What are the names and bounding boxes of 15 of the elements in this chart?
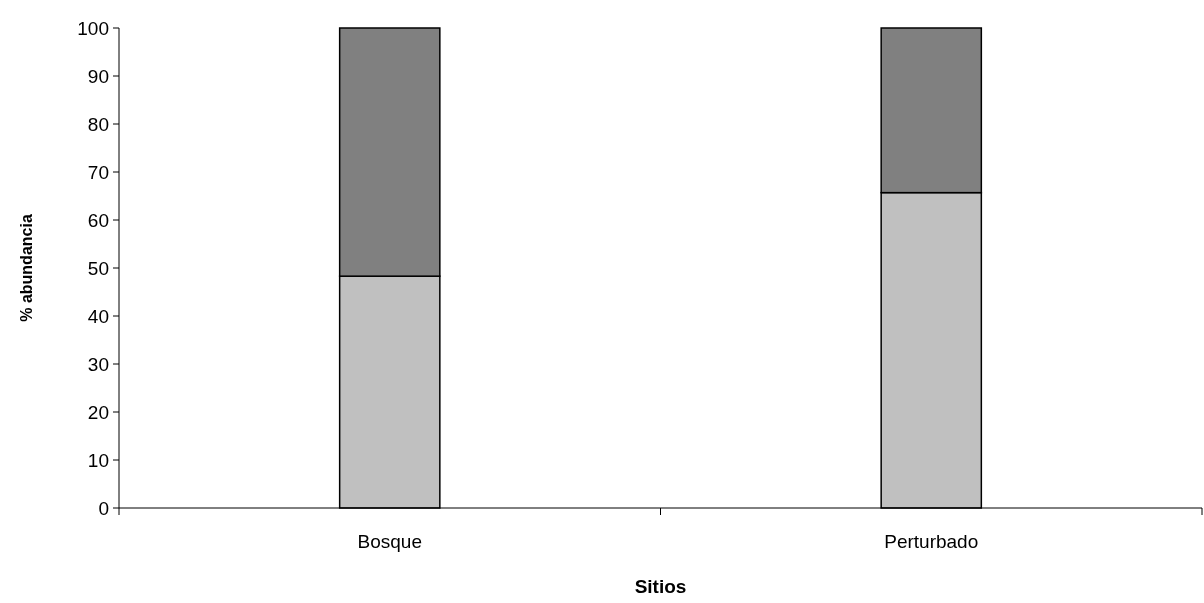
y-tick-label: 90: [87, 65, 109, 87]
y-tick-label: 20: [87, 401, 109, 423]
y-tick-label: 10: [87, 449, 109, 471]
y-tick-label: 0: [98, 497, 109, 519]
y-tick-label: 50: [87, 257, 109, 279]
x-tick-label: Perturbado: [884, 531, 979, 552]
y-tick-label: 80: [87, 113, 109, 135]
y-axis-title: % abundancia: [18, 214, 35, 322]
x-tick-label: Bosque: [357, 531, 422, 552]
y-tick-label: 60: [87, 209, 109, 231]
y-tick-label: 30: [87, 353, 109, 375]
y-tick-label: 40: [87, 305, 109, 327]
y-tick-label: 70: [87, 161, 109, 183]
y-tick-label: 100: [77, 17, 109, 39]
x-axis-title: Sitios: [634, 576, 687, 597]
